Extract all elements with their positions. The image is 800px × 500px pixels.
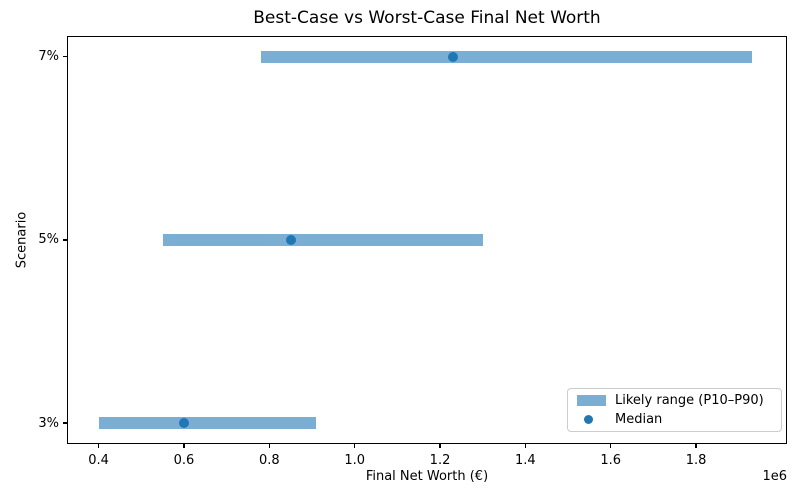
range-bar-swatch-icon [577, 395, 606, 406]
x-tick-mark [183, 444, 185, 448]
x-tick-label: 0.8 [258, 453, 280, 468]
x-tick-label: 1.0 [344, 453, 365, 468]
range-bar [162, 233, 483, 246]
median-dot [178, 418, 189, 429]
y-tick-label: 7% [38, 49, 59, 64]
range-bar [260, 50, 752, 63]
x-tick-label: 1.4 [515, 453, 536, 468]
range-bar [98, 417, 317, 430]
x-tick-label: 0.4 [88, 453, 109, 468]
x-tick-label: 1.6 [600, 453, 622, 468]
median-dot-swatch-icon [584, 415, 593, 424]
legend-item-median: Median [577, 411, 775, 428]
legend-item-range: Likely range (P10–P90) [577, 392, 775, 409]
legend-label-median: Median [615, 412, 663, 427]
x-axis-label: Final Net Worth (€) [365, 469, 489, 484]
y-tick-label: 3% [38, 415, 59, 431]
y-tick-label: 5% [38, 232, 59, 248]
x-tick-label: 0.6 [173, 453, 195, 468]
legend-label-range: Likely range (P10–P90) [615, 393, 764, 408]
y-tick-mark [63, 239, 67, 241]
x-tick-mark [97, 444, 100, 448]
y-tick-mark [63, 55, 67, 58]
x-tick-label: 1.2 [429, 453, 451, 468]
x-tick-mark [695, 444, 697, 448]
x-tick-mark [524, 444, 527, 448]
median-dot [447, 51, 458, 62]
x-axis-offset-label: 1e6 [762, 469, 787, 484]
x-tick-mark [268, 444, 271, 448]
chart-title: Best-Case vs Worst-Case Final Net Worth [253, 8, 601, 28]
legend: Likely range (P10–P90) Median [567, 388, 782, 432]
x-tick-mark [353, 444, 356, 448]
x-tick-mark [439, 444, 441, 448]
median-dot [285, 234, 296, 245]
y-tick-mark [63, 422, 67, 424]
x-tick-mark [609, 444, 612, 448]
x-tick-label: 1.8 [685, 453, 707, 468]
